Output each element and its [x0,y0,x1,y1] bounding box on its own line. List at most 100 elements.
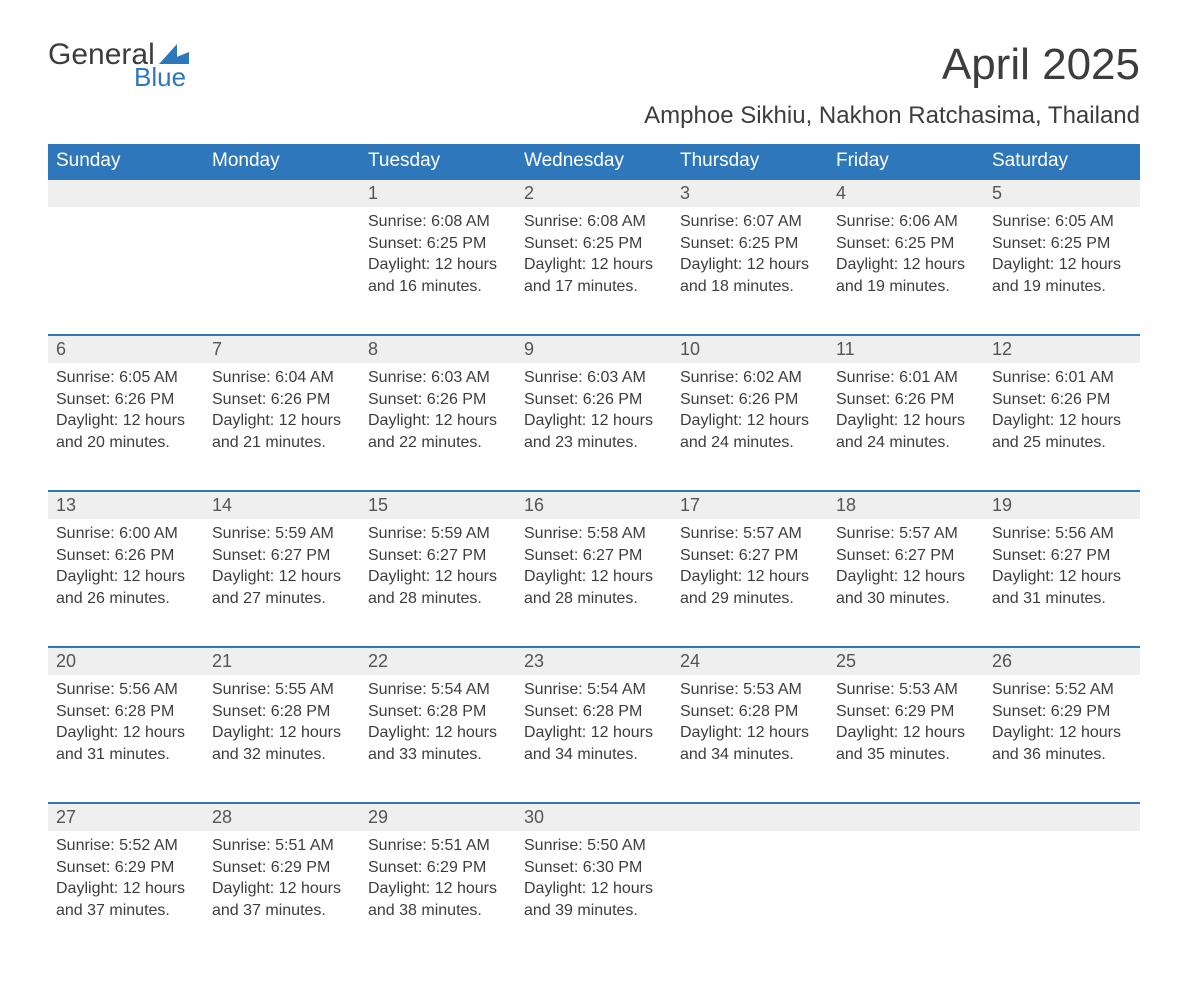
day-cell: Sunrise: 5:55 AMSunset: 6:28 PMDaylight:… [204,675,360,803]
day-cell [984,831,1140,959]
day-cell: Sunrise: 6:04 AMSunset: 6:26 PMDaylight:… [204,363,360,491]
day-d2: and 37 minutes. [56,900,196,922]
day-number: 25 [828,648,984,675]
daynum-cell: 17 [672,491,828,519]
day-sr: Sunrise: 5:52 AM [56,835,196,857]
day-content: Sunrise: 6:01 AMSunset: 6:26 PMDaylight:… [828,363,984,471]
day-cell: Sunrise: 5:51 AMSunset: 6:29 PMDaylight:… [204,831,360,959]
day-d1: Daylight: 12 hours [212,722,352,744]
day-d1: Daylight: 12 hours [524,254,664,276]
day-ss: Sunset: 6:25 PM [368,233,508,255]
daynum-row: 20212223242526 [48,647,1140,675]
day-ss: Sunset: 6:25 PM [524,233,664,255]
day-cell: Sunrise: 6:06 AMSunset: 6:25 PMDaylight:… [828,207,984,335]
daynum-cell: 20 [48,647,204,675]
day-d2: and 31 minutes. [56,744,196,766]
day-ss: Sunset: 6:26 PM [368,389,508,411]
day-cell: Sunrise: 6:03 AMSunset: 6:26 PMDaylight:… [516,363,672,491]
day-d1: Daylight: 12 hours [368,566,508,588]
day-d1: Daylight: 12 hours [56,722,196,744]
day-d2: and 21 minutes. [212,432,352,454]
daynum-cell [204,179,360,207]
day-d2: and 19 minutes. [836,276,976,298]
day-number: 19 [984,492,1140,519]
day-number: 22 [360,648,516,675]
day-content: Sunrise: 6:02 AMSunset: 6:26 PMDaylight:… [672,363,828,471]
day-ss: Sunset: 6:27 PM [524,545,664,567]
day-content: Sunrise: 5:50 AMSunset: 6:30 PMDaylight:… [516,831,672,939]
day-cell: Sunrise: 5:53 AMSunset: 6:29 PMDaylight:… [828,675,984,803]
daynum-cell: 10 [672,335,828,363]
day-d1: Daylight: 12 hours [680,722,820,744]
day-d1: Daylight: 12 hours [680,254,820,276]
daynum-row: 6789101112 [48,335,1140,363]
day-ss: Sunset: 6:26 PM [56,545,196,567]
daynum-cell: 9 [516,335,672,363]
day-sr: Sunrise: 5:51 AM [368,835,508,857]
daycontent-row: Sunrise: 5:52 AMSunset: 6:29 PMDaylight:… [48,831,1140,959]
daynum-cell: 8 [360,335,516,363]
day-number: 24 [672,648,828,675]
day-sr: Sunrise: 6:06 AM [836,211,976,233]
day-sr: Sunrise: 5:51 AM [212,835,352,857]
day-header-row: Sunday Monday Tuesday Wednesday Thursday… [48,144,1140,179]
day-cell: Sunrise: 6:02 AMSunset: 6:26 PMDaylight:… [672,363,828,491]
daynum-cell [984,803,1140,831]
day-d2: and 24 minutes. [836,432,976,454]
day-d2: and 22 minutes. [368,432,508,454]
day-content: Sunrise: 5:59 AMSunset: 6:27 PMDaylight:… [360,519,516,627]
day-ss: Sunset: 6:26 PM [524,389,664,411]
day-number: 27 [48,804,204,831]
day-d2: and 38 minutes. [368,900,508,922]
daynum-cell: 2 [516,179,672,207]
day-d2: and 27 minutes. [212,588,352,610]
day-cell [672,831,828,959]
day-header: Saturday [984,144,1140,179]
day-cell: Sunrise: 5:56 AMSunset: 6:28 PMDaylight:… [48,675,204,803]
day-number: 12 [984,336,1140,363]
day-d2: and 18 minutes. [680,276,820,298]
day-header: Friday [828,144,984,179]
day-number: 4 [828,180,984,207]
daynum-cell: 11 [828,335,984,363]
day-ss: Sunset: 6:27 PM [680,545,820,567]
logo: General Blue [48,40,189,90]
day-cell: Sunrise: 6:07 AMSunset: 6:25 PMDaylight:… [672,207,828,335]
day-content: Sunrise: 5:58 AMSunset: 6:27 PMDaylight:… [516,519,672,627]
day-content: Sunrise: 6:08 AMSunset: 6:25 PMDaylight:… [360,207,516,315]
day-content: Sunrise: 5:56 AMSunset: 6:28 PMDaylight:… [48,675,204,783]
daynum-cell: 15 [360,491,516,519]
day-header: Sunday [48,144,204,179]
day-content: Sunrise: 6:05 AMSunset: 6:25 PMDaylight:… [984,207,1140,315]
page-subtitle: Amphoe Sikhiu, Nakhon Ratchasima, Thaila… [644,102,1140,130]
day-d1: Daylight: 12 hours [836,254,976,276]
day-number: 5 [984,180,1140,207]
day-sr: Sunrise: 6:02 AM [680,367,820,389]
day-header: Wednesday [516,144,672,179]
day-cell [204,207,360,335]
daynum-cell: 14 [204,491,360,519]
daynum-cell: 1 [360,179,516,207]
day-number: 2 [516,180,672,207]
day-d2: and 26 minutes. [56,588,196,610]
day-d1: Daylight: 12 hours [368,254,508,276]
day-content: Sunrise: 5:53 AMSunset: 6:29 PMDaylight:… [828,675,984,783]
day-cell: Sunrise: 5:53 AMSunset: 6:28 PMDaylight:… [672,675,828,803]
daynum-cell: 7 [204,335,360,363]
day-ss: Sunset: 6:29 PM [212,857,352,879]
day-cell: Sunrise: 5:57 AMSunset: 6:27 PMDaylight:… [672,519,828,647]
daynum-cell: 29 [360,803,516,831]
day-d2: and 29 minutes. [680,588,820,610]
day-sr: Sunrise: 6:03 AM [368,367,508,389]
day-ss: Sunset: 6:29 PM [368,857,508,879]
daynum-row: 13141516171819 [48,491,1140,519]
day-sr: Sunrise: 5:56 AM [56,679,196,701]
day-sr: Sunrise: 5:53 AM [836,679,976,701]
day-number: 9 [516,336,672,363]
day-number: 15 [360,492,516,519]
calendar-head: Sunday Monday Tuesday Wednesday Thursday… [48,144,1140,179]
daynum-cell [828,803,984,831]
day-d2: and 32 minutes. [212,744,352,766]
day-d2: and 39 minutes. [524,900,664,922]
day-cell: Sunrise: 5:56 AMSunset: 6:27 PMDaylight:… [984,519,1140,647]
